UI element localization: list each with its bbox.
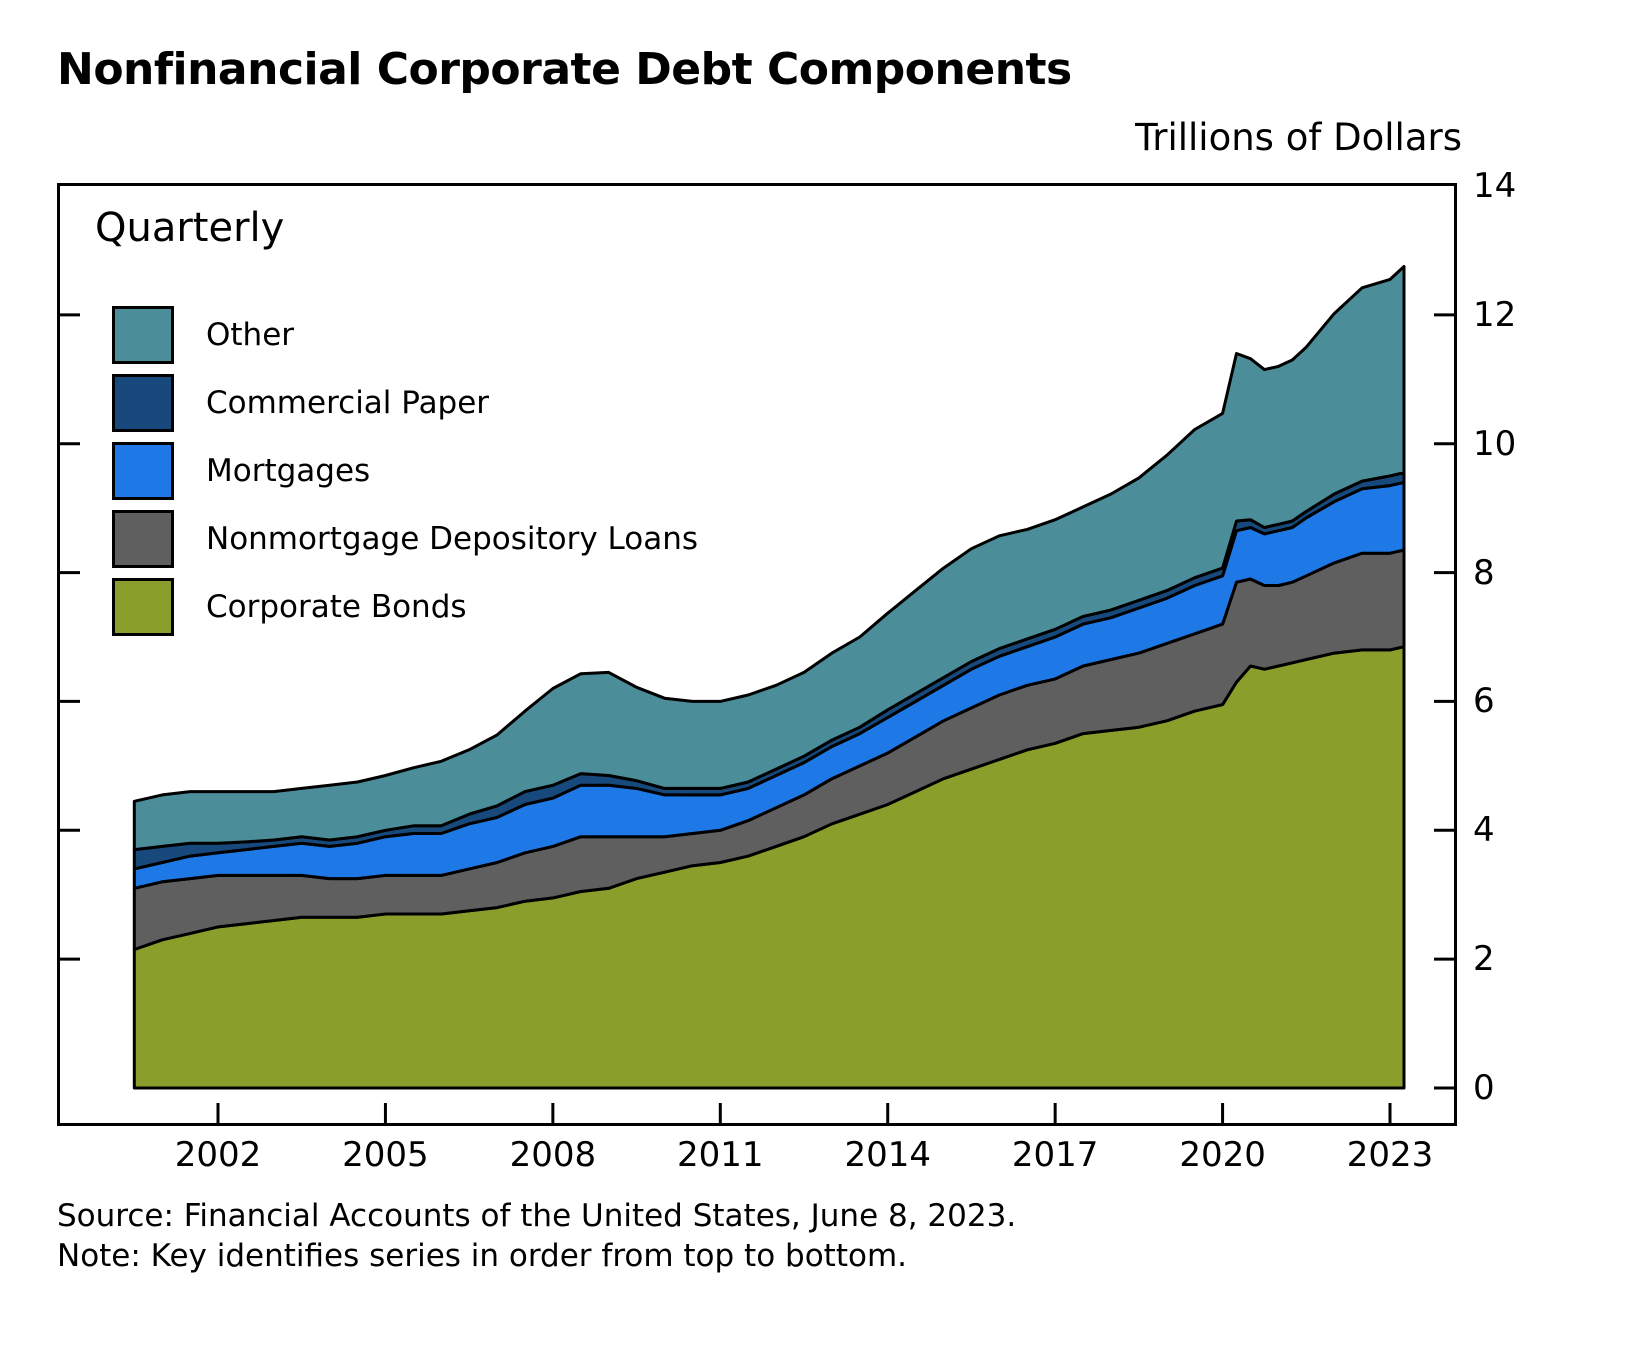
- x-axis-tick-label: 2020: [1179, 1135, 1266, 1175]
- legend-item-label: Mortgages: [206, 453, 371, 489]
- legend-swatch-commercial-paper: [112, 374, 174, 432]
- y-axis-tick-label: 8: [1473, 552, 1495, 593]
- area-band-other: [132, 265, 1406, 852]
- legend-swatch-other: [112, 306, 174, 364]
- x-axis-tick-label: 2023: [1346, 1135, 1434, 1175]
- legend-swatch-mortgages: [112, 442, 174, 500]
- legend-item-label: Other: [206, 317, 295, 353]
- y-axis-tick-label: 4: [1473, 810, 1495, 851]
- legend-swatch-corporate-bonds: [112, 578, 174, 636]
- legend-item-corporate-bonds: Corporate Bonds: [112, 578, 698, 636]
- note-text: Note: Key identifies series in order fro…: [57, 1238, 908, 1274]
- x-axis-tick-label: 2005: [342, 1135, 429, 1175]
- legend-item-other: Other: [112, 306, 698, 364]
- chart-title: Nonfinancial Corporate Debt Components: [57, 44, 1072, 95]
- y-axis-tick-label: 12: [1473, 294, 1517, 335]
- source-text: Source: Financial Accounts of the United…: [57, 1198, 1017, 1234]
- y-axis-tick-label: 14: [1473, 166, 1517, 206]
- frequency-label: Quarterly: [95, 205, 285, 251]
- plot-area: [57, 183, 1457, 1126]
- y-axis-units-label: Trillions of Dollars: [1135, 116, 1462, 159]
- y-axis-tick-label: 0: [1473, 1068, 1495, 1108]
- legend-swatch-nonmortgage-depository-loans: [112, 510, 174, 568]
- x-axis-tick-label: 2017: [1011, 1135, 1099, 1175]
- legend-item-mortgages: Mortgages: [112, 442, 698, 500]
- x-axis-tick-label: 2011: [677, 1135, 764, 1175]
- legend-item-label: Nonmortgage Depository Loans: [206, 521, 699, 557]
- stacked-area-chart: [60, 265, 1454, 1123]
- x-axis-tick-label: 2002: [174, 1135, 262, 1175]
- y-axis-tick-label: 2: [1473, 939, 1495, 980]
- x-axis-tick-label: 2008: [509, 1135, 597, 1175]
- legend-item-label: Corporate Bonds: [206, 589, 467, 625]
- x-axis-tick-label: 2014: [844, 1135, 931, 1175]
- legend-item-label: Commercial Paper: [206, 385, 490, 421]
- y-axis-tick-label: 6: [1473, 681, 1495, 722]
- legend: Other Commercial Paper Mortgages Nonmortgag…: [112, 306, 698, 646]
- legend-item-commercial-paper: Commercial Paper: [112, 374, 698, 432]
- y-axis-tick-label: 10: [1473, 423, 1517, 464]
- legend-item-nonmortgage-depository-loans: Nonmortgage Depository Loans: [112, 510, 698, 568]
